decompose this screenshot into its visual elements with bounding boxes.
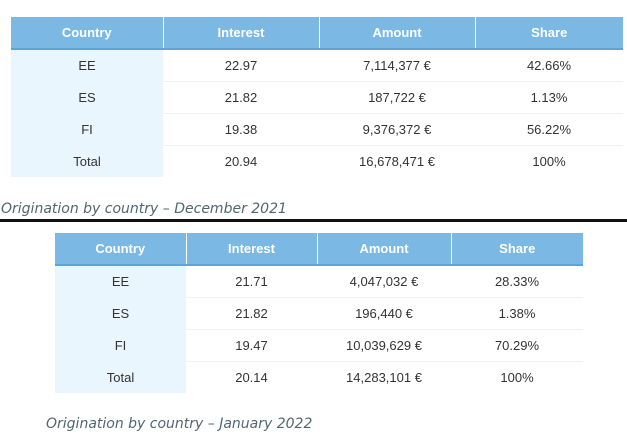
interest-cell: 22.97 — [163, 49, 319, 82]
share-cell: 100% — [532, 154, 566, 169]
divider-line — [0, 219, 627, 222]
interest-cell: 20.94 — [224, 154, 258, 169]
interest-cell: 21.82 — [186, 297, 317, 330]
share-cell: 100% — [500, 370, 534, 385]
country-cell: EE — [11, 49, 163, 82]
origination-table-december-2021: Country Interest Amount Share EE 22.97 7… — [11, 17, 623, 177]
amount-cell: 4,047,032 € — [317, 265, 451, 298]
column-header-interest: Interest — [163, 17, 320, 50]
interest-cell: 19.47 — [186, 329, 317, 362]
caption-december-2021: Origination by country – December 2021 — [1, 201, 287, 217]
amount-cell: 16,678,471 € — [359, 154, 435, 169]
table-row: FI 19.38 9,376,372 € 56.22% — [11, 113, 623, 146]
share-cell: 42.66% — [475, 49, 623, 82]
amount-cell: 10,039,629 € — [317, 329, 451, 362]
table-row: ES 21.82 187,722 € 1.13% — [11, 81, 623, 114]
table-row: EE 21.71 4,047,032 € 28.33% — [55, 265, 583, 298]
column-header-amount: Amount — [319, 17, 476, 50]
table-row-total: Total 20.14 14,283,101 € 100% — [55, 361, 583, 393]
table-row: FI 19.47 10,039,629 € 70.29% — [55, 329, 583, 362]
interest-cell: 21.71 — [186, 265, 317, 298]
share-cell: 1.13% — [475, 81, 623, 114]
column-header-amount: Amount — [317, 233, 452, 266]
country-cell: EE — [55, 265, 186, 298]
table-header-row: Country Interest Amount Share — [11, 17, 623, 50]
column-header-share: Share — [451, 233, 583, 266]
amount-cell: 9,376,372 € — [319, 113, 475, 146]
country-cell: FI — [55, 329, 186, 362]
column-header-country: Country — [55, 233, 187, 266]
caption-january-2022: Origination by country – January 2022 — [46, 416, 313, 432]
interest-cell: 19.38 — [163, 113, 319, 146]
column-header-interest: Interest — [186, 233, 318, 266]
origination-table-january-2022: Country Interest Amount Share EE 21.71 4… — [55, 233, 583, 393]
column-header-country: Country — [11, 17, 164, 50]
table-header-row: Country Interest Amount Share — [55, 233, 583, 266]
column-header-share: Share — [475, 17, 623, 50]
table-row: ES 21.82 196,440 € 1.38% — [55, 297, 583, 330]
amount-cell: 187,722 € — [319, 81, 475, 114]
share-cell: 56.22% — [475, 113, 623, 146]
share-cell: 70.29% — [451, 329, 583, 362]
share-cell: 28.33% — [451, 265, 583, 298]
country-cell: Total — [55, 361, 186, 393]
amount-cell: 7,114,377 € — [319, 49, 475, 82]
interest-cell: 21.82 — [163, 81, 319, 114]
share-cell: 1.38% — [451, 297, 583, 330]
country-cell: ES — [55, 297, 186, 330]
amount-cell: 14,283,101 € — [346, 370, 422, 385]
country-cell: ES — [11, 81, 163, 114]
interest-cell: 20.14 — [235, 370, 268, 385]
table-row-total: Total 20.94 16,678,471 € 100% — [11, 145, 623, 177]
table-row: EE 22.97 7,114,377 € 42.66% — [11, 49, 623, 82]
country-cell: Total — [11, 145, 163, 177]
country-cell: FI — [11, 113, 163, 146]
amount-cell: 196,440 € — [317, 297, 451, 330]
